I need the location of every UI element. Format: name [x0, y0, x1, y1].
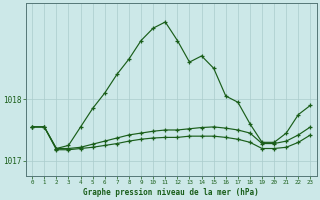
X-axis label: Graphe pression niveau de la mer (hPa): Graphe pression niveau de la mer (hPa): [84, 188, 259, 197]
